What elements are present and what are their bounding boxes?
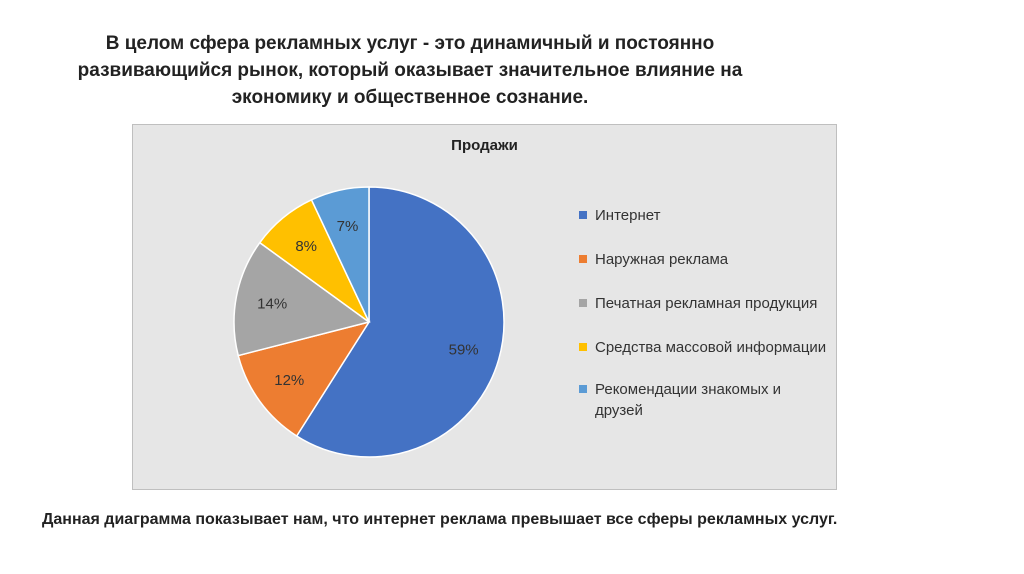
data-label: 14% <box>257 296 287 313</box>
chart-caption: Данная диаграмма показывает нам, что инт… <box>42 511 838 528</box>
legend-label: Средства массовой информации <box>595 339 827 356</box>
data-label: 7% <box>337 218 359 235</box>
heading-line: развивающийся рынок, который оказывает з… <box>77 60 743 81</box>
data-label: 8% <box>295 238 317 255</box>
heading-line: экономику и общественное сознание. <box>231 87 589 108</box>
legend-swatch <box>579 255 587 263</box>
chart-legend: Интернет Наружная реклама Печатная рекла… <box>579 205 829 421</box>
legend-label: Интернет <box>595 207 661 224</box>
legend-label: Рекомендации знакомых и друзей <box>595 381 782 419</box>
legend-swatch <box>579 299 587 307</box>
page-heading: В целом сфера рекламных услуг - это дина… <box>60 30 760 111</box>
slice-internet <box>295 186 505 458</box>
chart-title: Продажи <box>451 137 518 154</box>
legend-item-print: Печатная рекламная продукция <box>579 293 829 337</box>
legend-swatch <box>579 343 587 351</box>
legend-swatch <box>579 385 587 393</box>
slice-outdoor <box>237 320 371 438</box>
legend-label: Печатная рекламная продукция <box>595 295 818 312</box>
legend-swatch <box>579 211 587 219</box>
pie-chart: 59% 12% 14% 8% 7% <box>233 186 505 458</box>
data-label: 12% <box>274 372 304 389</box>
legend-item-referrals: Рекомендации знакомых и друзей <box>579 379 829 421</box>
data-label: 59% <box>449 341 479 358</box>
slice-print <box>233 241 371 357</box>
slice-referrals <box>310 186 370 323</box>
legend-item-media: Средства массовой информации <box>579 337 829 379</box>
heading-line: В целом сфера рекламных услуг - это дина… <box>105 33 715 54</box>
pie-chart-area: Продажи 59% 12% 14% 8% 7% Интернет Наружная … <box>132 124 837 490</box>
legend-label: Наружная реклама <box>595 251 729 268</box>
legend-item-internet: Интернет <box>579 205 829 249</box>
legend-item-outdoor: Наружная реклама <box>579 249 829 293</box>
